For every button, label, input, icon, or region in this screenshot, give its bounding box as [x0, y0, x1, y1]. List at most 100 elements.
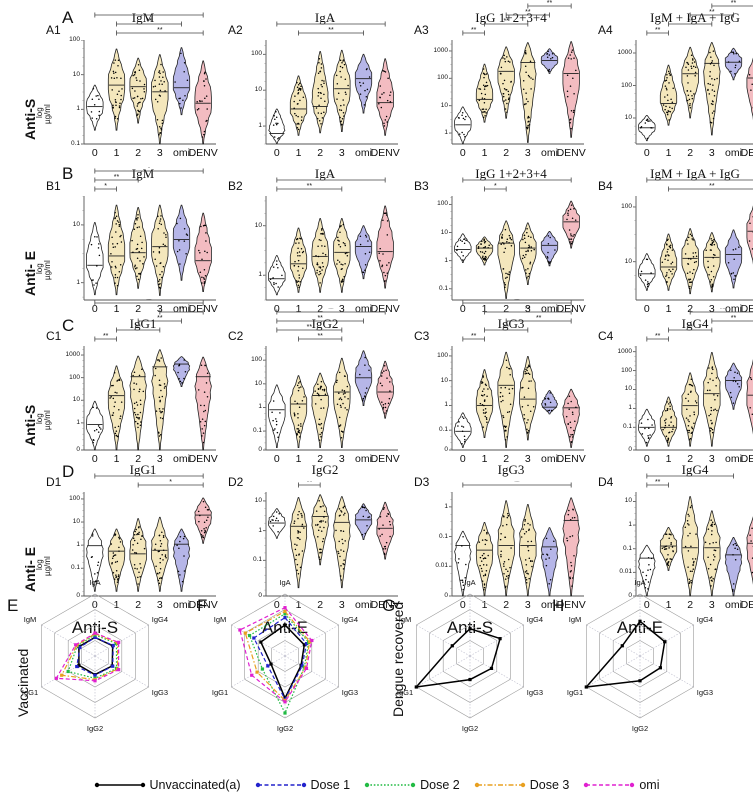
x-category-d1-3: 3	[156, 599, 163, 611]
x-category-c4-DENV: DENV	[740, 453, 753, 465]
y-tick-c4-1: 100	[621, 366, 632, 374]
y-tick-b1-0: 10	[72, 220, 80, 228]
violin-1	[107, 365, 126, 451]
y-tick-c4-5: 0	[628, 446, 632, 453]
radar-axis-label-h-IgG2: IgG2	[631, 724, 649, 733]
y-tick-b4-1: 10	[624, 257, 632, 265]
svg-text:*: *	[148, 167, 151, 172]
violin-2	[681, 46, 699, 119]
violin-omi	[172, 356, 191, 387]
radar-axis-label-f-IgG1: IgG1	[211, 687, 229, 697]
y-tick-d4-3: 0.01	[619, 568, 632, 576]
violin-DENV	[194, 356, 212, 451]
radar-axis-label-h-IgG3: IgG3	[696, 687, 714, 697]
y-tick-a4-2: 10	[624, 114, 632, 121]
violin-plot-b2	[250, 196, 400, 318]
radar-series-dengue-recovered	[584, 620, 666, 688]
x-category-d4-2: 2	[687, 599, 694, 611]
legend-swatch-4	[584, 782, 635, 788]
svg-text:**: **	[328, 20, 334, 25]
legend-item-unvaccinated-a-: Unvaccinated(a)	[94, 778, 241, 792]
x-category-d1-2: 2	[135, 599, 142, 611]
panel-sublabel-c3: C3	[414, 329, 430, 343]
svg-text:**: **	[307, 324, 313, 331]
y-tick-d4-0: 10	[624, 497, 632, 505]
x-category-c4-3: 3	[708, 453, 715, 465]
x-category-b1-3: 3	[156, 303, 163, 315]
radar-chart-f	[201, 577, 369, 735]
legend-swatch-3	[474, 782, 525, 788]
panel-sublabel-a1: A1	[46, 23, 61, 37]
violin-3	[519, 42, 537, 143]
y-tick-a4-0: 1000	[617, 49, 632, 56]
panel-letter-h: H	[552, 596, 565, 615]
y-tick-d3-0: 1	[444, 502, 448, 510]
violin-plot-d4	[620, 492, 753, 614]
violin-omi	[724, 537, 743, 597]
panel-title-c4: IgG4	[681, 316, 709, 331]
x-category-a4-0: 0	[643, 147, 650, 159]
violin-1	[289, 375, 308, 448]
violin-omi	[724, 362, 743, 410]
panel-letter-e: E	[7, 596, 19, 615]
x-category-d4-omi: omi	[725, 599, 742, 611]
violin-0	[86, 222, 104, 296]
panel-title-d4: IgG4	[681, 462, 709, 477]
radar-chart-e	[11, 577, 179, 735]
x-category-c3-omi: omi	[541, 453, 558, 465]
y-tick-b2-0: 10	[254, 221, 262, 229]
y-tick-a2-2: 1	[258, 122, 262, 130]
x-category-c1-0: 0	[91, 453, 98, 465]
significance-bars-c4: ** ** ** **	[620, 308, 753, 348]
svg-text:**: **	[731, 315, 737, 322]
x-category-b4-2: 2	[687, 303, 694, 315]
violin-DENV	[746, 358, 753, 435]
panel-letter-a: A	[62, 8, 74, 27]
x-category-c3-DENV: DENV	[556, 453, 586, 465]
violin-0	[268, 384, 286, 448]
violin-DENV	[194, 60, 212, 145]
panel-sublabel-d1: D1	[46, 475, 62, 489]
x-category-c1-1: 1	[113, 453, 120, 465]
radar-axis-label-e-IgA: IgA	[89, 578, 101, 587]
y-tick-c1-0: 1000	[65, 351, 80, 359]
y-tick-c2-3: 0.1	[252, 427, 262, 435]
radar-chart-h	[556, 577, 724, 735]
radar-axis-label-h-IgG1: IgG1	[566, 687, 584, 697]
significance-bars-c2: ** ** ** **	[250, 308, 400, 348]
x-category-a4-3: 3	[708, 147, 715, 159]
x-category-b2-2: 2	[317, 303, 324, 315]
x-category-a4-omi: omi	[725, 147, 742, 159]
violin-DENV	[194, 212, 212, 292]
x-category-c1-3: 3	[156, 453, 163, 465]
significance-bars-c1: ** ** ** ** **	[68, 299, 218, 348]
x-category-d4-3: 3	[708, 599, 715, 611]
violin-1	[475, 522, 494, 597]
x-category-b3-1: 1	[481, 303, 488, 315]
y-tick-c4-4: 0.1	[622, 423, 632, 431]
y-axis-label-a: Anti-S	[22, 98, 38, 140]
svg-text:**: **	[709, 183, 715, 190]
panel-title-c3: IgG3	[497, 316, 525, 331]
panel-sublabel-c4: C4	[598, 329, 614, 343]
x-category-b3-0: 0	[459, 303, 466, 315]
y-tick-c2-0: 100	[251, 356, 262, 364]
violin-1	[289, 497, 308, 589]
significance-bars-b3: ** *	[436, 176, 586, 198]
significance-bars-d1: ** *	[68, 472, 218, 494]
x-category-d3-0: 0	[459, 599, 466, 611]
panel-title-a3: IgG 1+2+3+4	[475, 10, 547, 25]
radar-series-dengue-recovered	[414, 627, 502, 689]
y-tick-d2-3: 0	[258, 592, 262, 599]
y-tick-c1-1: 100	[69, 373, 80, 381]
svg-text:**: **	[471, 333, 477, 340]
violin-omi	[540, 48, 559, 74]
violin-2	[497, 220, 515, 299]
legend-swatch-0	[94, 782, 145, 788]
radar-axis-label-h-IgM: IgM	[568, 614, 582, 624]
violin-0	[454, 412, 472, 448]
y-tick-d2-2: 0.1	[252, 556, 262, 564]
x-category-a1-DENV: DENV	[188, 147, 218, 159]
x-category-c2-DENV: DENV	[370, 453, 400, 465]
